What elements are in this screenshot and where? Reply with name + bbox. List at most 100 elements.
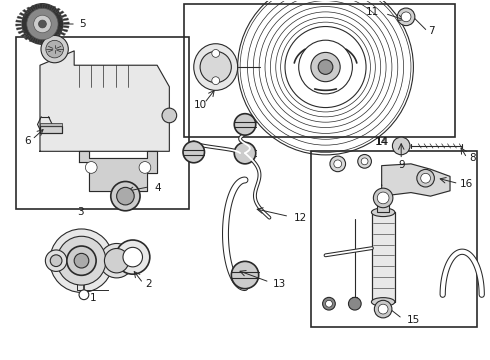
Circle shape	[234, 142, 256, 164]
Circle shape	[162, 108, 177, 123]
Polygon shape	[47, 5, 51, 9]
Circle shape	[397, 8, 415, 26]
Text: 13: 13	[273, 279, 287, 289]
Polygon shape	[24, 36, 30, 40]
Polygon shape	[16, 27, 23, 30]
Circle shape	[117, 187, 134, 205]
Circle shape	[334, 160, 342, 168]
Text: 4: 4	[155, 183, 161, 193]
Polygon shape	[19, 12, 25, 16]
Circle shape	[74, 253, 89, 268]
Polygon shape	[63, 22, 69, 24]
Bar	[16, 37, 189, 209]
Circle shape	[104, 248, 129, 273]
Bar	[40, 126, 62, 134]
Circle shape	[212, 50, 220, 57]
Text: 5: 5	[79, 19, 86, 29]
Text: 8: 8	[469, 153, 476, 163]
Polygon shape	[63, 26, 69, 28]
Polygon shape	[53, 36, 58, 41]
Polygon shape	[62, 29, 68, 32]
Polygon shape	[61, 14, 67, 18]
Ellipse shape	[371, 208, 395, 217]
Circle shape	[22, 3, 63, 45]
Polygon shape	[49, 38, 53, 43]
Polygon shape	[58, 11, 64, 15]
Polygon shape	[17, 16, 23, 19]
Circle shape	[231, 261, 259, 289]
Text: 6: 6	[24, 136, 31, 145]
Text: 11: 11	[366, 7, 379, 17]
Text: 14: 14	[375, 138, 388, 147]
Polygon shape	[16, 20, 22, 22]
Circle shape	[348, 297, 361, 310]
Text: 12: 12	[294, 213, 307, 222]
Circle shape	[421, 173, 431, 183]
Circle shape	[79, 290, 89, 300]
Bar	[311, 151, 477, 327]
Circle shape	[311, 53, 340, 82]
Circle shape	[330, 156, 345, 172]
Polygon shape	[43, 4, 45, 9]
Polygon shape	[55, 8, 60, 13]
Text: 7: 7	[428, 26, 435, 36]
Circle shape	[27, 8, 58, 40]
Polygon shape	[382, 164, 450, 196]
Circle shape	[46, 40, 63, 58]
Circle shape	[373, 188, 393, 208]
Polygon shape	[62, 18, 69, 21]
Bar	[377, 203, 390, 212]
Polygon shape	[51, 6, 56, 11]
Circle shape	[325, 300, 332, 307]
Text: 10: 10	[194, 100, 207, 111]
Circle shape	[183, 141, 204, 163]
Polygon shape	[18, 30, 24, 34]
Polygon shape	[59, 32, 66, 36]
Circle shape	[234, 114, 256, 135]
Circle shape	[401, 12, 411, 22]
Circle shape	[374, 300, 392, 318]
Circle shape	[41, 35, 68, 63]
Circle shape	[392, 137, 410, 155]
Bar	[40, 123, 62, 126]
Polygon shape	[16, 24, 22, 26]
Circle shape	[358, 154, 371, 168]
Polygon shape	[79, 151, 157, 191]
Bar	[372, 212, 395, 302]
Text: 15: 15	[407, 315, 420, 325]
Ellipse shape	[194, 44, 238, 90]
Circle shape	[417, 170, 435, 187]
Circle shape	[212, 77, 220, 85]
Circle shape	[57, 236, 106, 285]
Circle shape	[34, 15, 51, 33]
Bar	[372, 212, 395, 302]
Circle shape	[50, 229, 113, 292]
Polygon shape	[45, 39, 48, 44]
Circle shape	[322, 297, 335, 310]
Text: 3: 3	[77, 207, 84, 217]
Polygon shape	[37, 4, 40, 9]
Text: 1: 1	[89, 293, 96, 303]
Bar	[40, 126, 62, 134]
Ellipse shape	[99, 243, 134, 278]
Text: 16: 16	[460, 179, 473, 189]
Circle shape	[116, 240, 150, 274]
Circle shape	[50, 255, 62, 266]
Circle shape	[200, 51, 231, 83]
Circle shape	[139, 162, 151, 173]
Circle shape	[39, 20, 47, 28]
Circle shape	[85, 162, 97, 173]
Circle shape	[361, 158, 368, 165]
Bar	[184, 4, 455, 137]
Text: 9: 9	[398, 160, 405, 170]
Circle shape	[377, 192, 389, 204]
Polygon shape	[21, 33, 27, 37]
Polygon shape	[31, 5, 36, 10]
Circle shape	[46, 250, 67, 271]
Circle shape	[318, 60, 333, 75]
Polygon shape	[29, 37, 34, 42]
Circle shape	[378, 304, 388, 314]
Text: 2: 2	[145, 279, 151, 289]
Polygon shape	[56, 34, 62, 39]
Polygon shape	[40, 51, 170, 151]
